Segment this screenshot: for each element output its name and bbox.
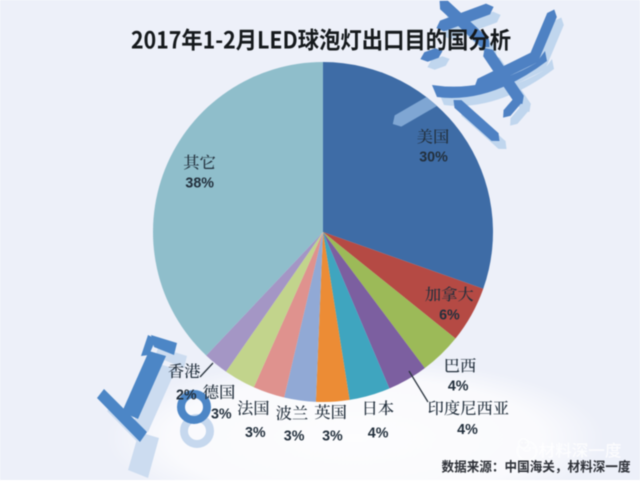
svg-text:2%: 2% bbox=[176, 387, 197, 403]
svg-text:3%: 3% bbox=[284, 429, 305, 445]
svg-text:6%: 6% bbox=[439, 308, 460, 324]
svg-text:3%: 3% bbox=[322, 428, 343, 444]
svg-text:38%: 38% bbox=[185, 176, 214, 192]
svg-text:4%: 4% bbox=[457, 422, 478, 438]
svg-text:4%: 4% bbox=[368, 426, 389, 442]
svg-text:4%: 4% bbox=[448, 379, 469, 395]
svg-text:30%: 30% bbox=[419, 150, 448, 166]
svg-text:3%: 3% bbox=[245, 425, 266, 441]
svg-text:3%: 3% bbox=[211, 407, 232, 423]
